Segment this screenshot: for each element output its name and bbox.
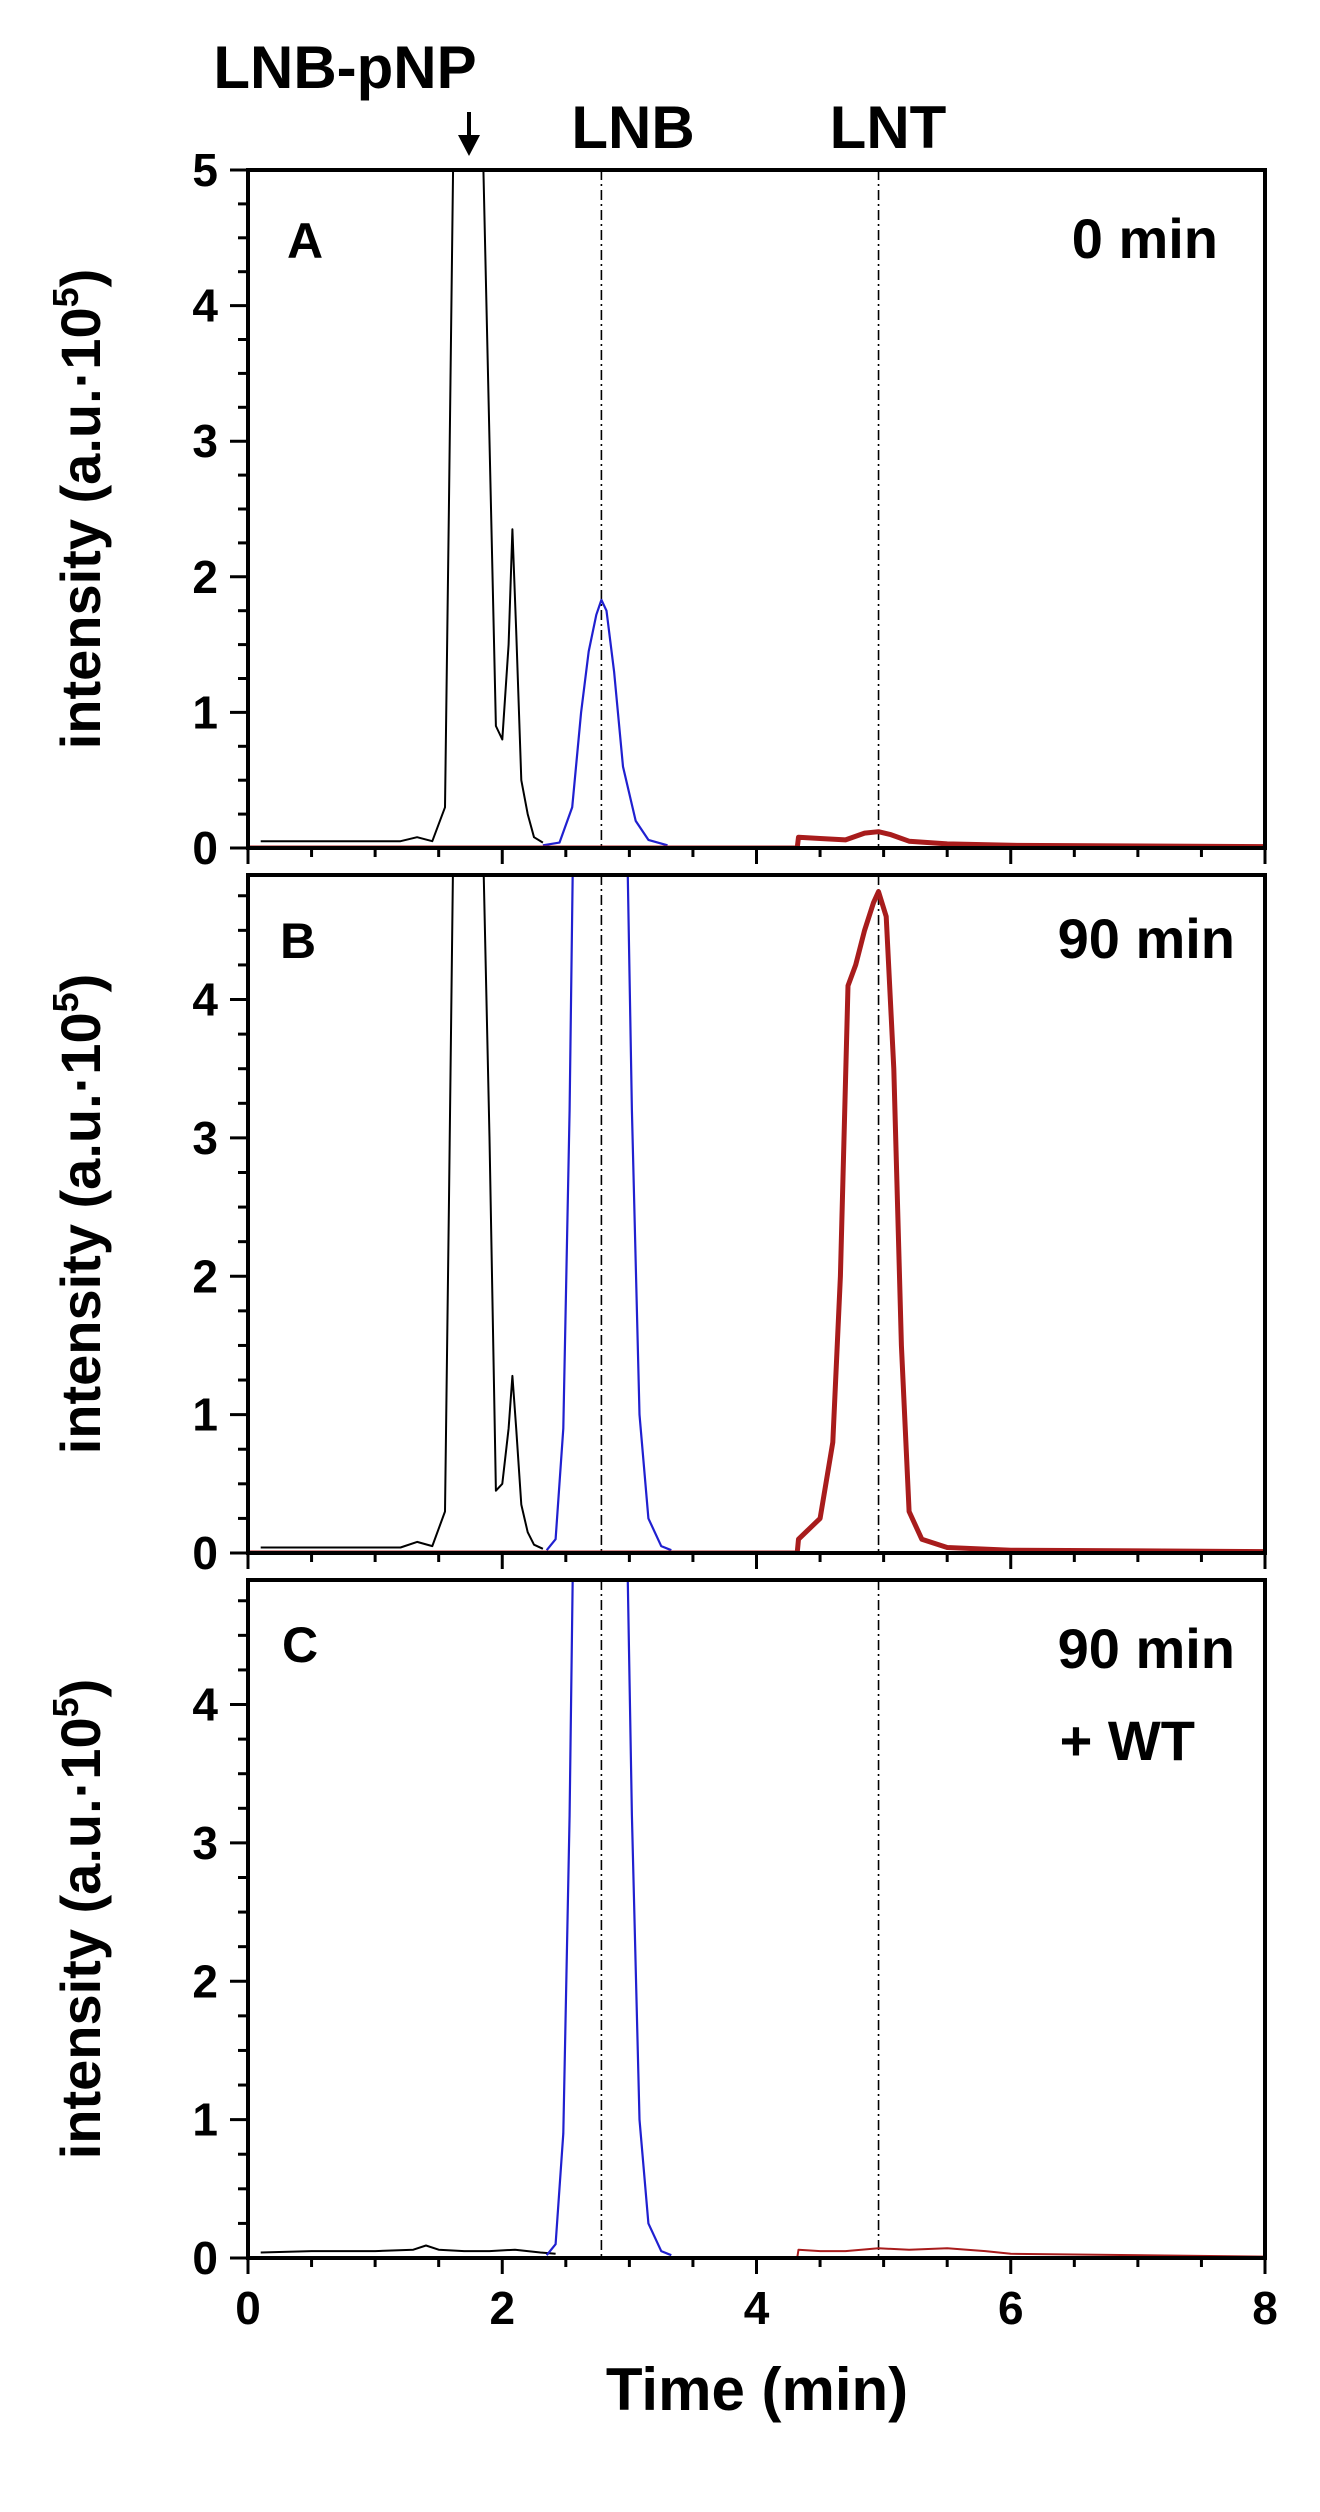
panel-c-trace-lnb <box>545 1580 672 2257</box>
panel-b-ytick-label: 3 <box>192 1112 218 1164</box>
panel-a-ytick-label: 5 <box>192 144 218 196</box>
x-tick-label: 4 <box>744 2282 770 2334</box>
panel-a-ytick-label: 0 <box>192 822 218 874</box>
panel-b: 0 1 2 3 4 B 90 min intensity (a.u.·105) <box>45 873 1267 1579</box>
panel-a-frame <box>246 168 1267 850</box>
panel-b-letter: B <box>280 913 316 969</box>
top-label-lnb-pnp: LNB-pNP <box>213 34 476 101</box>
panel-a-ytick-label: 1 <box>192 686 218 738</box>
panel-b-ylabel-suffix: ) <box>49 974 112 993</box>
panel-b-ylabel-exp: 5 <box>45 992 86 1012</box>
panel-c-trace-lnt <box>248 2247 1265 2258</box>
panel-c-traces <box>248 1580 1265 2258</box>
panel-b-xticks <box>246 1553 1267 1569</box>
panel-c-ytick-label: 2 <box>192 1955 218 2007</box>
panel-c-xticks <box>246 2258 1267 2274</box>
panel-b-ytick-label: 4 <box>192 974 218 1026</box>
panel-a-note-1: 0 min <box>1072 207 1218 270</box>
panel-c: 0 1 2 3 4 C 90 min + WT intensity (a.u.·105) <box>45 1578 1267 2284</box>
panel-b-trace-lnb <box>545 875 672 1552</box>
panel-b-traces <box>248 875 1265 1553</box>
panel-a-letter: A <box>287 213 323 269</box>
panel-a-yticks: 0 1 2 3 4 5 <box>192 144 248 874</box>
panel-a-ylabel: intensity (a.u.·105) <box>45 269 112 750</box>
panel-a-traces <box>248 170 1265 848</box>
arrow-down-icon <box>458 112 480 156</box>
panel-a-ylabel-exp: 5 <box>45 287 86 307</box>
panel-c-letter: C <box>282 1617 318 1673</box>
panel-c-ylabel-suffix: ) <box>49 1679 112 1698</box>
x-tick-label: 8 <box>1252 2282 1278 2334</box>
top-label-lnt: LNT <box>830 94 947 161</box>
panel-b-trace-lnb-pnp <box>260 875 544 1550</box>
panel-c-frame <box>246 1578 1267 2260</box>
x-axis-label: Time (min) <box>606 2356 908 2423</box>
panel-b-ytick-label: 1 <box>192 1389 218 1441</box>
panel-c-ylabel-prefix: intensity (a.u.·10 <box>49 1717 112 2159</box>
panel-c-trace-lnb-pnp <box>260 2244 556 2255</box>
x-tick-label: 2 <box>489 2282 515 2334</box>
panel-c-note-1: 90 min <box>1058 1617 1235 1680</box>
panel-b-ylabel-prefix: intensity (a.u.·10 <box>49 1012 112 1454</box>
x-tick-labels: 0 2 4 6 8 <box>235 2282 1278 2334</box>
panel-c-ylabel: intensity (a.u.·105) <box>45 1679 112 2160</box>
panel-a-trace-lnt <box>248 829 1265 848</box>
panel-b-ytick-label: 2 <box>192 1250 218 1302</box>
panel-a-ylabel-prefix: intensity (a.u.·10 <box>49 307 112 749</box>
panel-a-xticks <box>246 848 1267 864</box>
panel-a-ytick-label: 4 <box>192 280 218 332</box>
panel-a-ylabel-suffix: ) <box>49 269 112 288</box>
panel-a-ytick-label: 2 <box>192 551 218 603</box>
panel-b-frame <box>246 873 1267 1555</box>
panel-c-ref-lines <box>600 1580 880 2258</box>
x-tick-label: 0 <box>235 2282 261 2334</box>
panel-a-ytick-label: 3 <box>192 415 218 467</box>
panel-b-note-1: 90 min <box>1058 907 1235 970</box>
panel-b-trace-lnt <box>248 889 1265 1553</box>
panel-a-trace-lnb <box>542 598 668 847</box>
panel-c-yticks: 0 1 2 3 4 <box>192 1599 248 2284</box>
x-tick-label: 6 <box>998 2282 1024 2334</box>
panel-c-ytick-label: 3 <box>192 1817 218 1869</box>
panel-c-ytick-label: 4 <box>192 1679 218 1731</box>
panel-b-yticks: 0 1 2 3 4 <box>192 894 248 1579</box>
panel-a-ref-lines <box>600 170 880 848</box>
panel-b-ref-lines <box>600 875 880 1553</box>
panel-c-note-2: + WT <box>1060 1709 1195 1772</box>
panel-b-ytick-label: 0 <box>192 1527 218 1579</box>
panel-c-ytick-label: 0 <box>192 2232 218 2284</box>
panel-c-ylabel-exp: 5 <box>45 1697 86 1717</box>
panel-c-ytick-label: 1 <box>192 2094 218 2146</box>
panel-a-trace-lnb-pnp <box>260 170 544 844</box>
panel-b-ylabel: intensity (a.u.·105) <box>45 974 112 1455</box>
top-label-lnb: LNB <box>571 94 694 161</box>
